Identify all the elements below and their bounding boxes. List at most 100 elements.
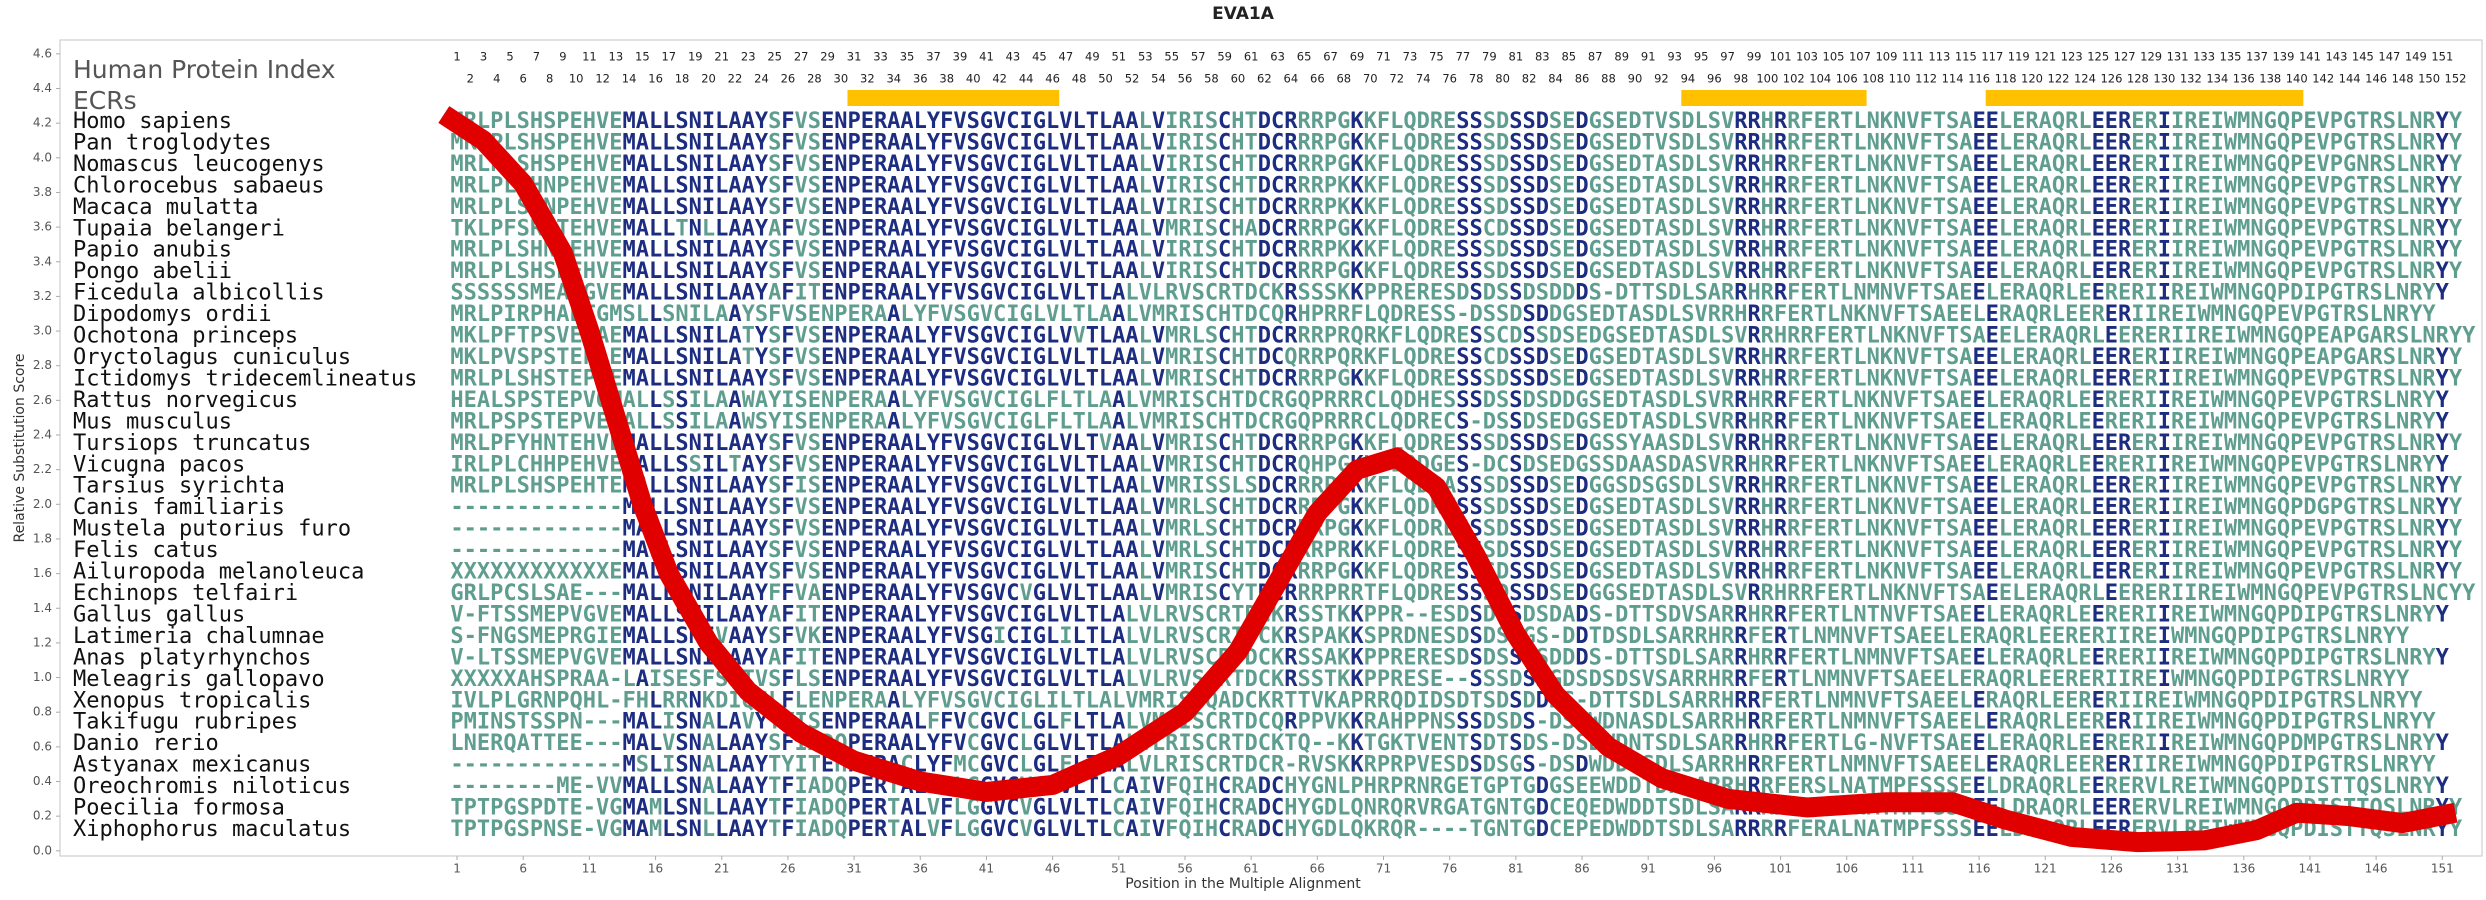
protein-index: 41 bbox=[979, 50, 994, 64]
protein-index: 10 bbox=[569, 72, 584, 86]
protein-index: 77 bbox=[1456, 50, 1471, 64]
protein-index: 100 bbox=[1756, 72, 1778, 86]
species-name: Nomascus leucogenys bbox=[73, 152, 325, 177]
protein-index: 69 bbox=[1350, 50, 1365, 64]
protein-index: 128 bbox=[2127, 72, 2149, 86]
protein-index: 94 bbox=[1681, 72, 1696, 86]
protein-index: 64 bbox=[1284, 72, 1299, 86]
protein-index: 149 bbox=[2405, 50, 2427, 64]
protein-index: 111 bbox=[1902, 50, 1924, 64]
protein-index: 123 bbox=[2061, 50, 2083, 64]
x-tick-label: 81 bbox=[1508, 862, 1523, 876]
protein-index: 67 bbox=[1323, 50, 1338, 64]
protein-index: 7 bbox=[533, 50, 540, 64]
protein-index: 116 bbox=[1968, 72, 1990, 86]
protein-index: 31 bbox=[847, 50, 862, 64]
species-name: Echinops telfairi bbox=[73, 581, 298, 606]
protein-index: 60 bbox=[1231, 72, 1246, 86]
protein-index: 82 bbox=[1522, 72, 1537, 86]
ecr-label: ECRs bbox=[73, 86, 137, 115]
protein-index: 58 bbox=[1204, 72, 1219, 86]
sequence: MRLPLSHSPEHVEMALLSNILAAYSFVSENPERAALYFVS… bbox=[450, 259, 2462, 284]
y-tick-label: 0.4 bbox=[33, 774, 52, 788]
species-name: Ailuropoda melanoleuca bbox=[73, 560, 364, 585]
y-tick-label: 2.6 bbox=[33, 393, 52, 407]
sequence: XXXXXAHSPRAA-LAISESFSSTVSFLSENPERAALYFVS… bbox=[450, 667, 2410, 692]
protein-index: 148 bbox=[2392, 72, 2414, 86]
y-tick-label: 0.8 bbox=[33, 705, 52, 719]
species-name: Canis familiaris bbox=[73, 495, 285, 520]
protein-index: 36 bbox=[913, 72, 928, 86]
x-tick-label: 136 bbox=[2232, 862, 2255, 876]
protein-index: 141 bbox=[2299, 50, 2321, 64]
species-name: Papio anubis bbox=[73, 238, 232, 263]
protein-index: 147 bbox=[2378, 50, 2400, 64]
protein-index: 107 bbox=[1849, 50, 1871, 64]
protein-index: 19 bbox=[688, 50, 703, 64]
protein-index: 91 bbox=[1641, 50, 1656, 64]
protein-index: 114 bbox=[1942, 72, 1964, 86]
sequence: MRLPLSHSTEPVEMALLSNILAAYSFVSENPERAALYFVS… bbox=[450, 366, 2462, 391]
species-name: Tupaia belangeri bbox=[73, 216, 285, 241]
species-name: Felis catus bbox=[73, 538, 219, 563]
protein-index: 1 bbox=[453, 50, 460, 64]
protein-index: 137 bbox=[2246, 50, 2268, 64]
chart-title: EVA1A bbox=[1212, 4, 1275, 24]
protein-index: 115 bbox=[1955, 50, 1977, 64]
sequence: MRLPFYHNTEHVEMALLSNILAAYSFVSENPERAALYFVS… bbox=[450, 431, 2462, 456]
protein-index: 81 bbox=[1509, 50, 1524, 64]
species-name: Astyanax mexicanus bbox=[73, 753, 311, 778]
x-tick-label: 61 bbox=[1244, 862, 1259, 876]
sequence: -------------MALLSNILAAYSFVSENPERAALYFVS… bbox=[450, 517, 2462, 542]
protein-index: 140 bbox=[2286, 72, 2308, 86]
x-axis-label: Position in the Multiple Alignment bbox=[1125, 876, 1361, 892]
protein-index: 105 bbox=[1823, 50, 1845, 64]
protein-index: 143 bbox=[2325, 50, 2347, 64]
sequence: MRLPLSHNPEHVEMALLSNILAAYSFVSENPERAALYFVS… bbox=[450, 195, 2462, 220]
sequence: SSSSSSMEAVGVEMALLSNILAAYAFITENPERAALYFVS… bbox=[450, 281, 2449, 306]
protein-index: 32 bbox=[860, 72, 875, 86]
protein-index: 130 bbox=[2153, 72, 2175, 86]
x-tick-label: 71 bbox=[1376, 862, 1391, 876]
protein-index: 65 bbox=[1297, 50, 1312, 64]
protein-index: 50 bbox=[1098, 72, 1113, 86]
protein-index: 129 bbox=[2140, 50, 2162, 64]
sequence: MRLPLSHSPEHVEMALLSNILAAYSFVSENPERAALYFVS… bbox=[450, 109, 2462, 134]
y-axis-label: Relative Substitution Score bbox=[12, 353, 28, 542]
sequence: XXXXXXXXXXXXEMALLSNILAAYSFVSENPERAALYFVS… bbox=[450, 560, 2462, 585]
x-tick-label: 16 bbox=[648, 862, 663, 876]
protein-index: 119 bbox=[2008, 50, 2030, 64]
protein-index: 97 bbox=[1720, 50, 1735, 64]
protein-index: 101 bbox=[1770, 50, 1792, 64]
x-tick-label: 151 bbox=[2431, 862, 2454, 876]
protein-index: 39 bbox=[953, 50, 968, 64]
species-name: Ictidomys tridecemlineatus bbox=[73, 366, 417, 391]
species-name: Dipodomys ordii bbox=[73, 302, 272, 327]
protein-index: 118 bbox=[1995, 72, 2017, 86]
protein-index: 90 bbox=[1628, 72, 1643, 86]
protein-index: 127 bbox=[2114, 50, 2136, 64]
protein-index: 45 bbox=[1032, 50, 1047, 64]
protein-index: 80 bbox=[1495, 72, 1510, 86]
protein-index: 71 bbox=[1376, 50, 1391, 64]
x-tick-label: 36 bbox=[913, 862, 928, 876]
protein-index: 49 bbox=[1085, 50, 1100, 64]
x-tick-label: 51 bbox=[1111, 862, 1126, 876]
y-tick-label: 1.8 bbox=[33, 531, 52, 545]
x-tick-label: 31 bbox=[846, 862, 861, 876]
protein-index: 103 bbox=[1796, 50, 1818, 64]
protein-index: 4 bbox=[493, 72, 500, 86]
protein-index: 13 bbox=[609, 50, 624, 64]
protein-index: 42 bbox=[992, 72, 1007, 86]
y-tick-label: 0.2 bbox=[33, 809, 52, 823]
protein-index: 17 bbox=[661, 50, 676, 64]
species-name: Homo sapiens bbox=[73, 109, 232, 134]
y-tick-label: 4.2 bbox=[33, 116, 52, 130]
sequence: LNERQATTEE---MALVSNALAAYSFIADQPERAALYFVC… bbox=[450, 731, 2449, 756]
protein-index: 12 bbox=[595, 72, 610, 86]
species-name: Takifugu rubripes bbox=[73, 710, 298, 735]
species-name: Chlorocebus sabaeus bbox=[73, 173, 325, 198]
protein-index: 124 bbox=[2074, 72, 2096, 86]
protein-index: 74 bbox=[1416, 72, 1431, 86]
